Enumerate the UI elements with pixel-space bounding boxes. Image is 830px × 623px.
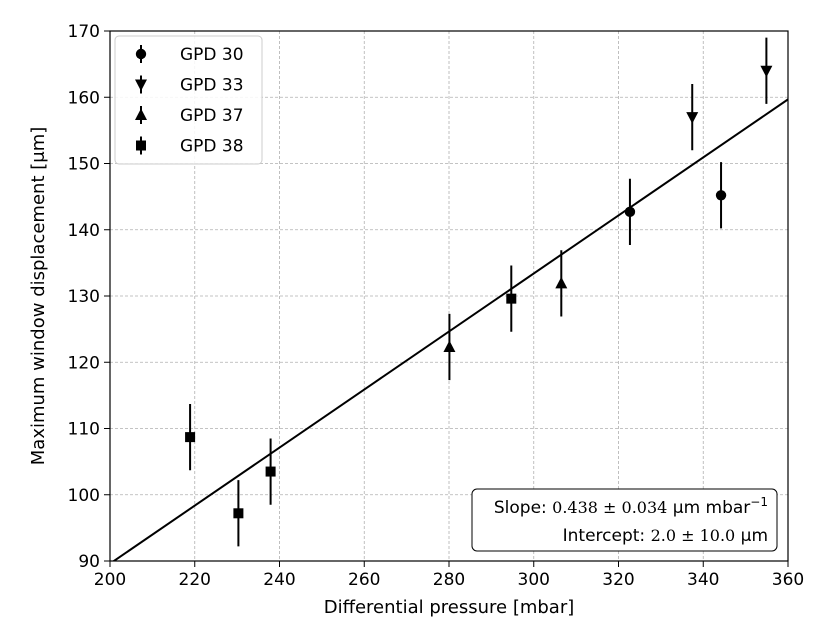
intercept-unit: μm	[735, 526, 768, 546]
x-axis-label: Differential pressure [mbar]	[324, 597, 575, 618]
y-tick-label: 140	[68, 221, 100, 241]
intercept-text: Intercept: 2.0 ± 10.0 μm	[563, 526, 768, 546]
legend-items: GPD 30 GPD 33 GPD 37 GPD 38	[135, 45, 244, 157]
legend-marker	[135, 79, 147, 91]
slope-label: Slope:	[494, 498, 552, 518]
data-point	[265, 466, 276, 477]
x-tick-label: 220	[179, 570, 211, 590]
y-tick-label: 170	[68, 22, 100, 42]
x-tick-label: 260	[348, 570, 380, 590]
legend-label: GPD 30	[180, 45, 244, 65]
x-tick-label: 240	[263, 570, 295, 590]
legend: GPD 30 GPD 33 GPD 37 GPD 38	[114, 35, 263, 165]
y-axis-label: Maximum window displacement [μm]	[28, 127, 49, 465]
slope-value: 0.438 ± 0.034	[552, 498, 667, 517]
y-tick-label: 120	[68, 353, 100, 373]
slope-unit: μm mbar	[667, 498, 750, 518]
y-tick-label: 100	[68, 486, 100, 506]
legend-label: GPD 33	[180, 76, 244, 96]
intercept-value: 2.0 ± 10.0	[651, 526, 736, 545]
legend-box	[114, 35, 263, 165]
data-point	[233, 508, 244, 519]
data-point	[555, 276, 568, 289]
legend-label: GPD 37	[180, 106, 244, 126]
y-axis-ticks: 90 100 110 120 130 140 150 160 170	[68, 22, 110, 572]
fit-annotation: Slope: 0.438 ± 0.034 μm mbar−1 Intercept…	[471, 488, 778, 552]
x-tick-label: 300	[518, 570, 550, 590]
data-point	[686, 112, 699, 124]
data-point	[506, 293, 517, 304]
x-tick-label: 340	[687, 570, 719, 590]
data-point	[443, 340, 456, 353]
intercept-label: Intercept:	[563, 526, 651, 546]
y-tick-label: 110	[68, 420, 100, 440]
x-axis-ticks: 200 220 240 260 280 300 320 340 360	[94, 561, 804, 590]
y-tick-label: 130	[68, 287, 100, 307]
legend-label: GPD 38	[180, 137, 244, 157]
x-tick-label: 200	[94, 570, 126, 590]
data-point	[624, 206, 636, 218]
x-tick-label: 320	[602, 570, 634, 590]
data-point	[760, 65, 773, 78]
x-tick-label: 280	[433, 570, 465, 590]
y-tick-label: 150	[68, 155, 100, 175]
slope-exponent: −1	[750, 495, 768, 509]
y-tick-label: 160	[68, 88, 100, 108]
legend-marker	[136, 140, 146, 151]
data-point	[185, 432, 196, 443]
legend-marker	[135, 108, 147, 120]
data-point	[715, 190, 727, 201]
x-tick-label: 360	[772, 570, 804, 590]
annotation-box	[471, 488, 778, 552]
legend-marker	[135, 48, 147, 60]
data-points	[185, 37, 773, 547]
y-tick-label: 90	[78, 552, 100, 572]
slope-text: Slope: 0.438 ± 0.034 μm mbar−1	[494, 495, 768, 518]
